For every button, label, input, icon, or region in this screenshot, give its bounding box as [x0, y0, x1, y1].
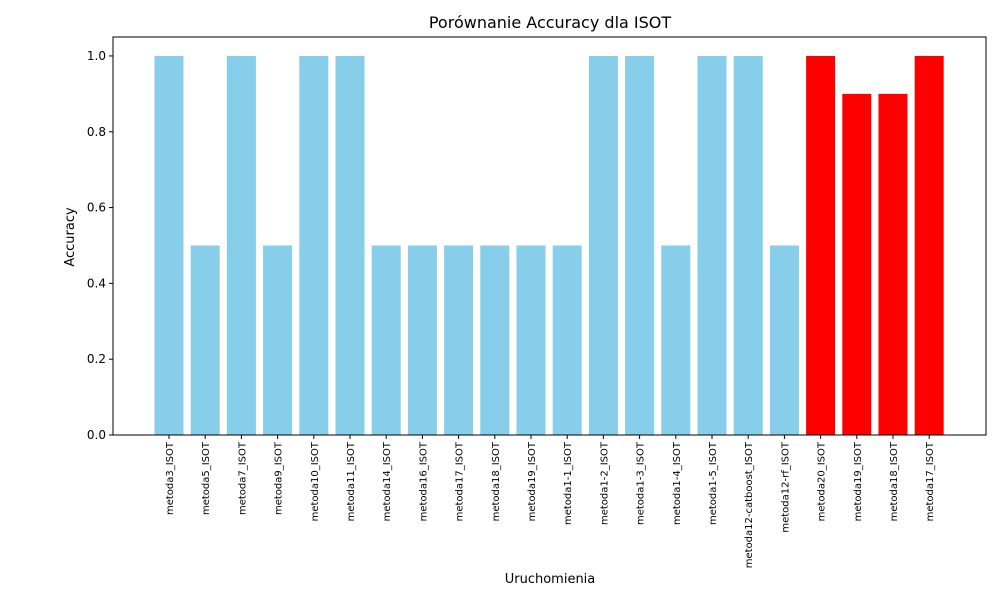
y-tick-label: 0.2	[87, 352, 106, 366]
bar-metoda10_ISOT	[299, 55, 329, 435]
x-tick-label: metoda1-5_ISOT	[708, 441, 719, 525]
bar-metoda1-5_ISOT	[697, 55, 727, 435]
chart-title: Porównanie Accuracy dla ISOT	[429, 13, 672, 32]
bar-metoda17_ISOT	[914, 55, 944, 435]
x-tick-label: metoda12-rf_ISOT	[780, 441, 791, 533]
y-tick-label: 0.0	[87, 428, 106, 442]
x-tick-label: metoda1-2_ISOT	[599, 441, 610, 525]
y-axis: 0.0 0.2 0.4 0.6 0.8 1.0	[87, 49, 113, 442]
bar-metoda14_ISOT	[371, 245, 401, 435]
bar-metoda1-1_ISOT	[552, 245, 582, 435]
x-tick-label: metoda14_ISOT	[382, 441, 393, 521]
x-tick-label: metoda16_ISOT	[418, 441, 429, 521]
bar-metoda5_ISOT	[190, 245, 220, 435]
bar-metoda3_ISOT	[154, 55, 184, 435]
bar-metoda9_ISOT	[263, 245, 293, 435]
x-tick-label: metoda17_ISOT	[455, 441, 466, 521]
x-tick-label: metoda1-1_ISOT	[563, 441, 574, 525]
x-tick-label: metoda1-3_ISOT	[636, 441, 647, 525]
bar-metoda17_ISOT	[444, 245, 474, 435]
x-axis: metoda3_ISOT metoda5_ISOT metoda7_ISOT meto…	[165, 435, 936, 568]
x-tick-label: metoda19_ISOT	[853, 441, 864, 521]
x-tick-label: metoda18_ISOT	[889, 441, 900, 521]
bar-metoda1-2_ISOT	[588, 55, 618, 435]
x-tick-label: metoda18_ISOT	[491, 441, 502, 521]
bar-metoda18_ISOT	[878, 93, 908, 436]
x-tick-label: metoda19_ISOT	[527, 441, 538, 521]
x-tick-label: metoda11_ISOT	[346, 441, 357, 521]
plot-frame	[112, 36, 987, 436]
bar-metoda1-3_ISOT	[625, 55, 655, 435]
bar-metoda16_ISOT	[407, 245, 437, 435]
x-tick-label: metoda17_ISOT	[925, 441, 936, 521]
x-tick-label: metoda10_ISOT	[310, 441, 321, 521]
bar-metoda20_ISOT	[806, 55, 836, 435]
y-tick-label: 1.0	[87, 49, 106, 63]
x-axis-label: Uruchomienia	[505, 572, 596, 587]
bar-metoda12-catboost_ISOT	[733, 55, 763, 435]
x-tick-label: metoda20_ISOT	[817, 441, 828, 521]
x-tick-label: metoda3_ISOT	[165, 441, 176, 515]
x-tick-label: metoda1-4_ISOT	[672, 441, 683, 525]
y-axis-label: Accuracy	[63, 207, 78, 267]
bar-metoda18_ISOT	[480, 245, 510, 435]
x-tick-label: metoda5_ISOT	[201, 441, 212, 515]
bar-metoda12-rf_ISOT	[769, 245, 799, 435]
bar-metoda19_ISOT	[516, 245, 546, 435]
x-tick-label: metoda12-catboost_ISOT	[744, 441, 755, 568]
bar-metoda11_ISOT	[335, 55, 365, 435]
x-tick-label: metoda7_ISOT	[237, 441, 248, 515]
bar-metoda1-4_ISOT	[661, 245, 691, 435]
y-tick-label: 0.6	[87, 201, 106, 215]
bar-metoda7_ISOT	[226, 55, 256, 435]
y-tick-label: 0.4	[87, 276, 106, 290]
y-tick-label: 0.8	[87, 125, 106, 139]
bars-group	[154, 55, 944, 436]
bar-metoda19_ISOT	[842, 93, 872, 436]
x-tick-label: metoda9_ISOT	[274, 441, 285, 515]
